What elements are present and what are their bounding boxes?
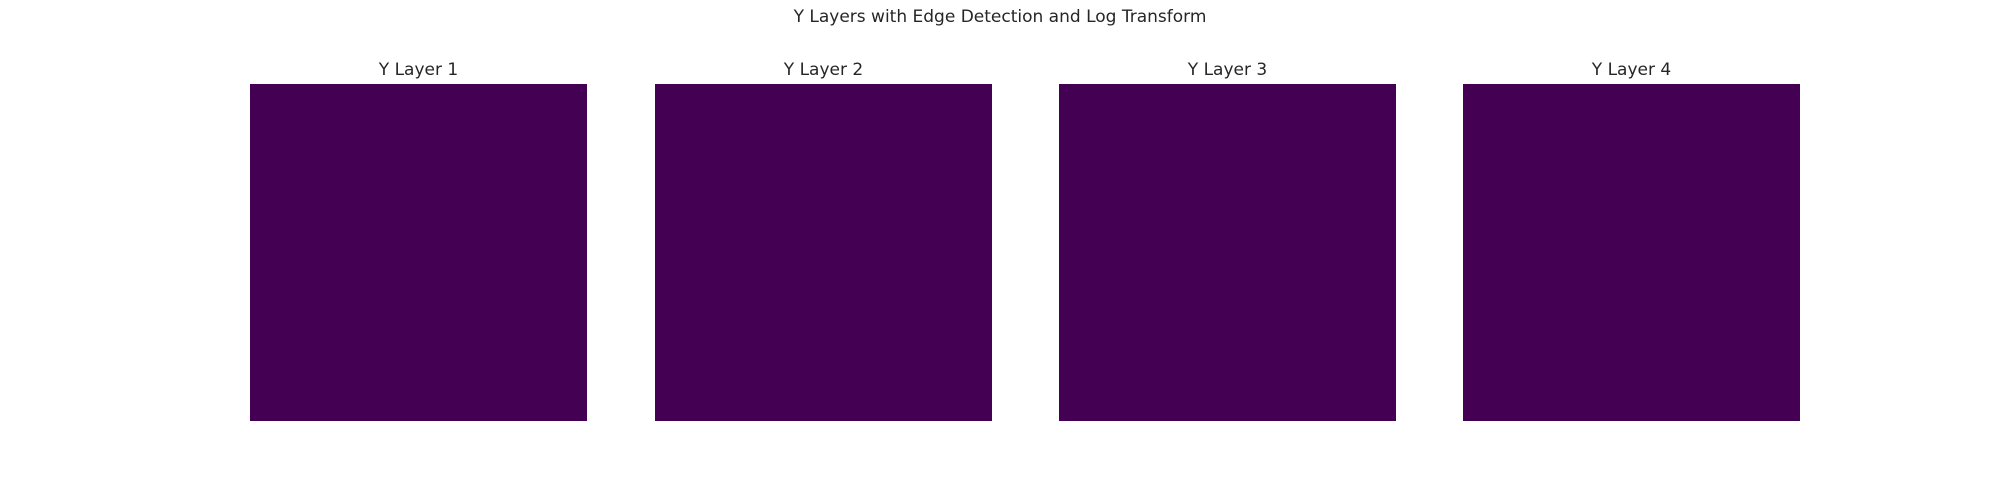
heatmap-image-3 <box>1059 84 1396 421</box>
heatmap-cell-2 <box>655 84 992 421</box>
layer-panel-3: Y Layer 3 <box>1059 58 1396 433</box>
heatmap-image-1 <box>250 84 587 421</box>
panel-title-4: Y Layer 4 <box>1591 60 1672 80</box>
panel-title-3: Y Layer 3 <box>1187 60 1268 80</box>
heatmap-image-2 <box>655 84 992 421</box>
heatmap-cell-3 <box>1059 84 1396 421</box>
figure-title: Y Layers with Edge Detection and Log Tra… <box>793 7 1207 27</box>
panel-title-1: Y Layer 1 <box>378 60 459 80</box>
panel-title-2: Y Layer 2 <box>783 60 864 80</box>
layer-panel-1: Y Layer 1 <box>250 58 587 433</box>
heatmap-cell-1 <box>250 84 587 421</box>
layer-panel-2: Y Layer 2 <box>655 58 992 433</box>
heatmap-image-4 <box>1463 84 1800 421</box>
layer-panel-4: Y Layer 4 <box>1463 58 1800 433</box>
heatmap-cell-4 <box>1463 84 1800 421</box>
